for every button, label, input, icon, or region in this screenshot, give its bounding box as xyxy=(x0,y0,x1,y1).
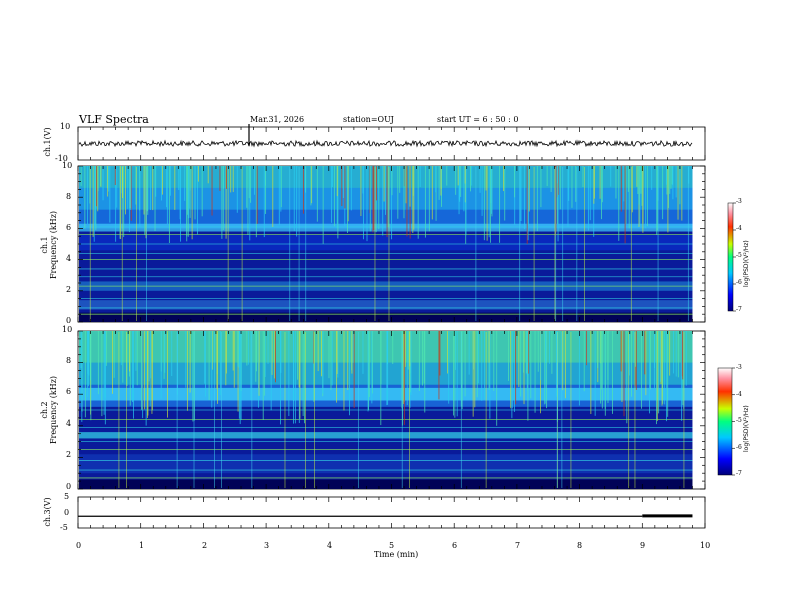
spec2-ytick-label: 2 xyxy=(66,450,72,459)
xtick-label: 7 xyxy=(515,541,521,550)
ch1-waveform-ylabel: ch.1(V) xyxy=(43,127,52,157)
ch1-colorbar-gradient xyxy=(727,202,734,312)
cb1-unit-label: log(PSD)(V²/Hz) xyxy=(743,240,750,287)
xtick-label: 6 xyxy=(452,541,458,550)
ch3-signal-ylabel: ch.3(V) xyxy=(43,497,52,527)
spectrogram-band xyxy=(79,454,693,474)
cb2-unit-label: log(PSD)(V²/Hz) xyxy=(743,405,750,452)
xtick-label: 8 xyxy=(577,541,583,550)
xtick-label: 0 xyxy=(76,541,82,550)
spec1-ytick-label: 8 xyxy=(66,192,72,201)
ch1-spectrogram-ticks xyxy=(77,165,706,323)
spec2-ytick-label: 10 xyxy=(62,325,73,334)
spec1-ytick-label: 2 xyxy=(66,285,72,294)
ch2-spectrogram-panel xyxy=(77,330,706,490)
station-label: station=OUJ xyxy=(343,115,394,124)
ch2-spectrogram-ticks xyxy=(77,330,706,490)
ch1-colorbar-ticks xyxy=(733,202,736,312)
spectrogram-band xyxy=(79,223,693,232)
spectrogram-band xyxy=(79,234,693,251)
spec2-ytick-label: 8 xyxy=(66,356,72,365)
ch2-spectrogram-ylabel: ch.2 Frequency (kHz) xyxy=(40,375,58,445)
cb2-tick-label: -3 xyxy=(736,364,742,371)
spec1-ytick-label: 4 xyxy=(66,254,72,263)
spectrogram-band xyxy=(79,312,693,322)
xtick-label: 1 xyxy=(139,541,145,550)
xtick-label: 4 xyxy=(327,541,333,550)
spectrogram-band xyxy=(79,300,693,310)
spec1-ytick-label: 10 xyxy=(62,161,73,170)
spectrogram-band xyxy=(79,387,693,401)
cb2-tick-label: -5 xyxy=(736,417,742,424)
cb1-tick-label: -4 xyxy=(736,225,742,232)
cb1-tick-label: -3 xyxy=(736,198,742,205)
ch1-waveform-ticks xyxy=(77,127,706,160)
cb2-tick-label: -7 xyxy=(736,470,742,477)
date-label: Mar.31, 2026 xyxy=(250,115,305,124)
spectrogram-band xyxy=(79,479,693,489)
ch1-waveform-trace xyxy=(78,139,693,148)
spec2-ytick-label: 0 xyxy=(66,482,72,491)
ch1-spectrogram-ylabel: ch.1 Frequency (kHz) xyxy=(40,210,58,280)
ch1-ytick-label: 10 xyxy=(60,122,71,131)
spec1-ytick-label: 0 xyxy=(66,316,72,325)
spec2-ytick-label: 6 xyxy=(66,387,72,396)
ch2-colorbar xyxy=(717,367,735,476)
cb2-tick-label: -6 xyxy=(736,444,742,451)
ch3-ytick-label: 5 xyxy=(64,492,70,501)
ch1-colorbar xyxy=(727,202,736,312)
x-axis-label: Time (min) xyxy=(374,550,419,559)
xtick-label: 5 xyxy=(389,541,395,550)
figure-title: VLF Spectra xyxy=(79,113,149,126)
cb1-tick-label: -6 xyxy=(736,279,742,286)
ch1-spectrogram-image xyxy=(79,166,693,322)
xtick-label: 3 xyxy=(264,541,270,550)
ch3-signal-panel xyxy=(77,496,706,529)
ch2-colorbar-gradient xyxy=(717,367,733,476)
xtick-label: 10 xyxy=(700,541,711,550)
ch2-spectrogram-image xyxy=(79,331,693,489)
cb1-tick-label: -7 xyxy=(736,306,742,313)
ch3-signal-ticks xyxy=(77,497,706,528)
spec1-ytick-label: 6 xyxy=(66,223,72,232)
ch3-ytick-label: 0 xyxy=(64,508,70,517)
xtick-label: 9 xyxy=(640,541,646,550)
spectrogram-band xyxy=(79,432,693,439)
spectrogram-band xyxy=(79,331,693,363)
cb1-tick-label: -5 xyxy=(736,252,742,259)
start-time-label: start UT = 6 : 50 : 0 xyxy=(437,115,519,124)
ch3-ytick-label: -5 xyxy=(60,523,68,532)
ch1-spectrogram-panel xyxy=(77,165,706,323)
cb2-tick-label: -4 xyxy=(736,391,742,398)
ch1-ytick-label: -10 xyxy=(55,154,68,163)
xtick-label: 2 xyxy=(202,541,208,550)
spec2-ytick-label: 4 xyxy=(66,419,72,428)
ch2-colorbar-ticks xyxy=(732,367,735,476)
ch1-waveform-panel xyxy=(77,124,706,161)
